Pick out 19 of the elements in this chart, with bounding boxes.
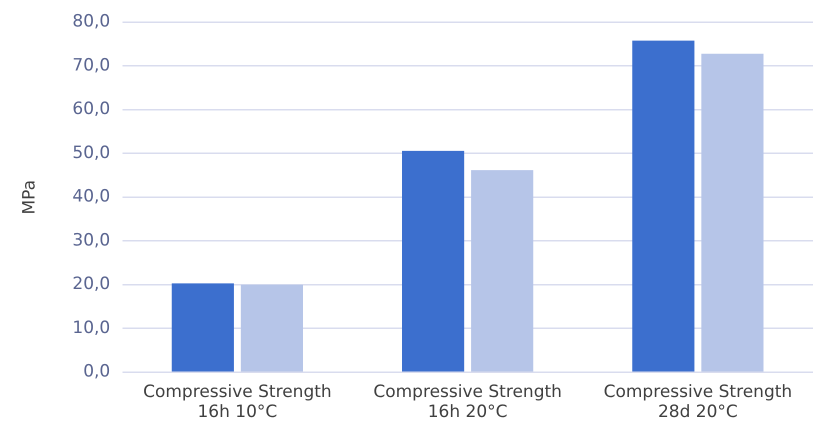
y-tick-label: 50,0 xyxy=(72,142,110,163)
bar xyxy=(471,170,534,372)
y-tick-label: 60,0 xyxy=(72,99,110,120)
bar xyxy=(632,40,694,372)
bar xyxy=(172,283,234,372)
x-tick-label: Compressive Strength 16h 10°C xyxy=(143,382,332,422)
y-tick-label: 70,0 xyxy=(72,55,110,76)
y-axis-title: MPa xyxy=(20,180,40,214)
y-tick-label: 10,0 xyxy=(72,318,110,338)
x-tick-label: Compressive Strength 28d 20°C xyxy=(604,382,792,422)
y-tick-label: 20,0 xyxy=(72,274,110,294)
bar xyxy=(402,150,464,372)
y-tick-label: 80,0 xyxy=(72,12,110,32)
bar xyxy=(240,284,303,372)
y-tick-label: 30,0 xyxy=(72,230,110,250)
bar xyxy=(701,54,764,372)
x-tick-label: Compressive Strength 16h 20°C xyxy=(373,382,562,422)
y-tick-label: 40,0 xyxy=(72,186,110,207)
y-tick-label: 0,0 xyxy=(83,362,110,382)
